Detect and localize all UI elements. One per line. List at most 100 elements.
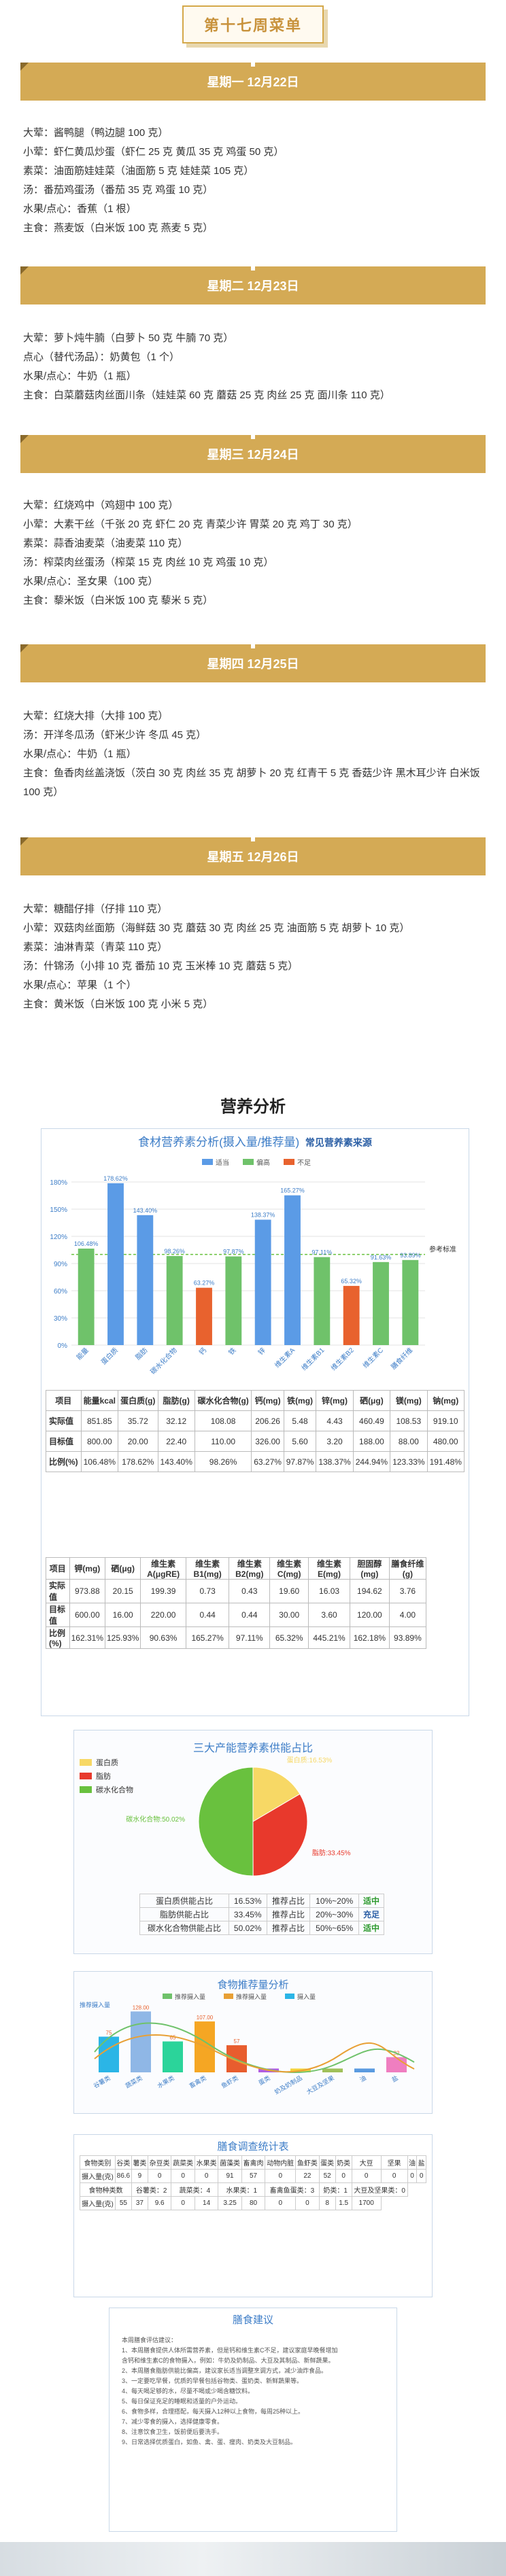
table-cell: 919.10 <box>426 1410 465 1431</box>
table-cell: 水果类：1 <box>218 2182 266 2197</box>
food-x-label: 大豆及坚果 <box>305 2074 335 2095</box>
table-cell: 98.26% <box>194 1451 252 1472</box>
bar <box>166 1255 183 1345</box>
table-cell: 19.60 <box>269 1579 309 1603</box>
x-tick-label: 脂肪 <box>133 1346 149 1361</box>
table-cell: 畜禽鱼蛋类：3 <box>265 2182 320 2197</box>
table-header-cell: 蛋白质(g) <box>118 1390 158 1411</box>
nutrition-section-title: 营养分析 <box>220 1098 286 1116</box>
pie-legend-label: 碳水化合物 <box>96 1785 133 1794</box>
food-x-label: 蛋类 <box>257 2074 271 2087</box>
table-cell: 65.32% <box>269 1626 309 1649</box>
x-tick-label: 碳水化合物 <box>148 1346 179 1376</box>
nutrient-table-1: 项目 能量kcal 蛋白质(g) 脂肪(g) 碳水化合物(g) 钙(mg) 铁(mg) 锌(m… <box>46 1390 465 1472</box>
nutrient-analysis-card: 食材营养素分析(摄入量/推荐量) 常见营养素来源 适当 偏高 不足 180% 150% 1… <box>41 1128 469 1716</box>
bar <box>137 1215 154 1345</box>
advice-line: 含钙和维生素C的食物摄入，例如：牛奶及奶制品、大豆及其制品、新鲜蔬果。 <box>122 2357 335 2364</box>
menu-line: 汤：什锦汤（小排 10 克 番茄 10 克 玉米棒 10 克 蘑菇 5 克） <box>23 960 299 972</box>
bar-value-label: 98.26% <box>164 1248 185 1255</box>
x-tick-label: 蛋白质 <box>99 1346 120 1366</box>
menu-line: 素菜：油淋青菜（青菜 110 克） <box>23 941 168 953</box>
advice-line: 7、减少零食的摄入，选择健康零食。 <box>122 2418 224 2425</box>
table-cell: 0 <box>407 2169 418 2183</box>
table-cell: 摄入量(克) <box>80 2169 116 2183</box>
table-header-row: 项目 能量kcal 蛋白质(g) 脂肪(g) 碳水化合物(g) 钙(mg) 铁(mg) 锌(m… <box>46 1390 465 1411</box>
menu-line: 小荤：双菇肉丝面筋（海鲜菇 30 克 蘑菇 30 克 肉丝 25 克 油面筋 5… <box>23 922 410 934</box>
table-cell: 188.00 <box>352 1431 391 1452</box>
table-cell: 0 <box>295 2196 320 2210</box>
table-cell: 推荐占比 <box>266 1921 311 1935</box>
bar-value-label: 165.27% <box>280 1187 305 1194</box>
menu-line: 大荤：糖醋仔排（仔排 110 克） <box>23 903 168 915</box>
table-cell: 108.08 <box>194 1410 252 1431</box>
table-cell: 油 <box>407 2155 418 2170</box>
table-cell: 10%~20% <box>309 1894 360 1908</box>
bar-value-label: 91.63% <box>371 1254 392 1261</box>
pie-legend-swatch <box>80 1773 92 1779</box>
menu-line: 主食：燕麦饭（白米饭 100 克 燕麦 5 克） <box>23 222 214 234</box>
food-x-label: 鱼虾类 <box>220 2074 239 2089</box>
diet-survey-card: 膳食调查统计表 食物类别 谷类 薯类 杂豆类 蔬菜类 水果类 菌藻类 畜禽肉 动物内脏 鱼虾类 蛋类… <box>73 2134 433 2297</box>
table-cell: 20.15 <box>104 1579 141 1603</box>
table-cell: 8 <box>318 2196 336 2210</box>
advice-line: 5、每日保证充足的睡眠和适量的户外运动。 <box>122 2398 242 2405</box>
table-cell: 1.5 <box>335 2196 352 2210</box>
table-cell: 162.18% <box>349 1626 390 1649</box>
table-cell: 110.00 <box>194 1431 252 1452</box>
table-cell: 108.53 <box>390 1410 428 1431</box>
nutrient-chart-title: 食材营养素分析(摄入量/推荐量) <box>138 1136 300 1149</box>
menu-line: 汤：开洋冬瓜汤（虾米少许 冬瓜 45 克） <box>23 729 207 741</box>
table-cell: 大豆及坚果类：0 <box>351 2182 408 2197</box>
table-cell: 0 <box>265 2196 297 2210</box>
table-header-cell: 项目 <box>46 1390 82 1411</box>
day-header-wed: 星期三 12月24日 <box>20 435 486 473</box>
table-cell: 0.44 <box>229 1603 271 1627</box>
table-row: 实际值 973.88 20.15 199.39 0.73 0.43 19.60 16.03 19… <box>46 1579 427 1603</box>
table-cell: 0.73 <box>185 1579 230 1603</box>
menu-line: 主食：藜米饭（白米饭 100 克 藜米 5 克） <box>23 595 214 606</box>
food-x-label: 畜禽类 <box>188 2074 207 2089</box>
food-x-label: 蔬菜类 <box>124 2074 144 2089</box>
food-bar <box>354 2068 375 2072</box>
advice-line: 9、日常选择优质蛋白，如鱼、禽、蛋、瘦肉、奶类及大豆制品。 <box>122 2439 297 2446</box>
table-row: 摄入量(克) 55 37 9.6 0 14 3.25 80 0 0 8 1.5 1700 <box>80 2196 426 2210</box>
table-cell: 33.45% <box>228 1907 267 1921</box>
table-cell: 奶类：1 <box>318 2182 352 2197</box>
advice-line: 8、注意饮食卫生，饭前便后要洗手。 <box>122 2429 224 2435</box>
table-cell: 4.43 <box>316 1410 354 1431</box>
day-header-thu: 星期四 12月25日 <box>20 644 486 682</box>
table-cell: 851.85 <box>80 1410 119 1431</box>
table-cell: 蛋白质供能占比 <box>139 1894 229 1908</box>
table-cell: 14 <box>194 2196 219 2210</box>
table-cell: 0 <box>194 2169 219 2183</box>
table-cell: 适中 <box>358 1894 384 1908</box>
table-cell: 106.48% <box>80 1451 119 1472</box>
table-header-cell: 脂肪(g) <box>157 1390 195 1411</box>
menu-line: 汤：番茄鸡蛋汤（番茄 35 克 鸡蛋 10 克） <box>23 184 214 196</box>
x-tick-label: 维生素A <box>273 1346 297 1370</box>
nutrient-source-link[interactable]: 常见营养素来源 <box>305 1137 372 1148</box>
table-cell: 138.37% <box>316 1451 354 1472</box>
table-header-cell: 铁(mg) <box>283 1390 317 1411</box>
table-cell: 3.20 <box>316 1431 354 1452</box>
bar <box>225 1256 242 1345</box>
menu-line: 小荤：虾仁黄瓜炒蛋（虾仁 25 克 黄瓜 35 克 鸡蛋 50 克） <box>23 146 284 158</box>
menu-line: 主食：白菜蘑菇肉丝面川条（娃娃菜 60 克 蘑菇 25 克 肉丝 25 克 面川… <box>23 389 390 401</box>
table-cell: 199.39 <box>140 1579 186 1603</box>
food-recommend-chart: 推荐摄入量 推荐摄入量 摄入量推荐摄入量75谷薯类128.00蔬菜类65水果类107… <box>80 1993 415 2095</box>
table-cell: 55 <box>114 2196 132 2210</box>
pie-legend-label: 脂肪 <box>96 1771 111 1781</box>
table-cell: 杂豆类 <box>147 2155 172 2170</box>
pie-slice <box>252 1766 301 1822</box>
table-cell: 973.88 <box>69 1579 106 1603</box>
food-bar-value: 107.00 <box>197 2015 214 2021</box>
table-cell: 0 <box>380 2169 408 2183</box>
table-cell: 比例(%) <box>46 1451 82 1472</box>
table-cell: 244.94% <box>352 1451 391 1472</box>
energy-ratio-card: 三大产能营养素供能占比 蛋白质 脂肪 碳水化合物 蛋白质:16.53% 脂肪:33.45… <box>73 1730 433 1954</box>
food-bar <box>131 2011 151 2072</box>
table-cell: 88.00 <box>390 1431 428 1452</box>
advice-text: 本周膳食评估建议： 1、本周膳食提供人体所需营养素，但是钙和维生素C不足，建议家庭… <box>122 2335 387 2448</box>
table-cell: 畜禽肉 <box>241 2155 266 2170</box>
menu-line: 小荤：大素干丝（千张 20 克 虾仁 20 克 青菜少许 胃菜 20 克 鸡丁 … <box>23 519 358 530</box>
